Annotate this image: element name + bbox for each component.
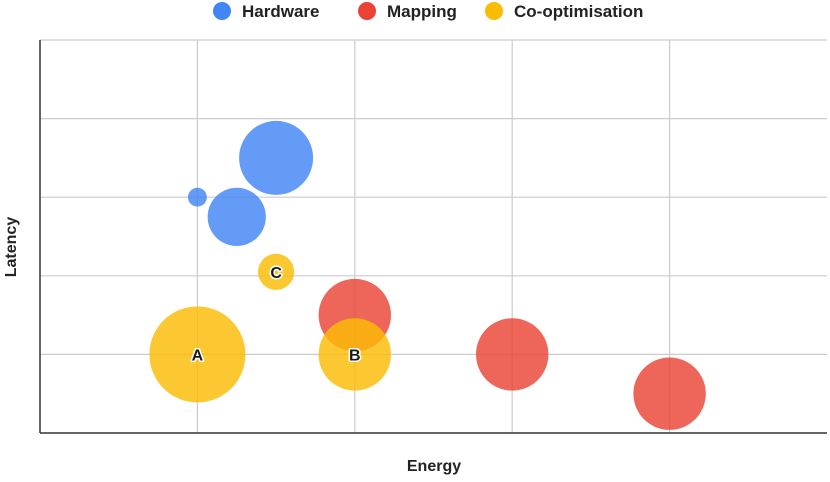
x-axis-label: Energy — [407, 458, 461, 475]
bubble-hardware — [207, 187, 266, 246]
legend-label: Co-optimisation — [514, 2, 643, 21]
axes — [39, 40, 827, 434]
bubble-mapping — [475, 318, 549, 391]
bubble-mapping — [633, 357, 706, 430]
legend-item-mapping: Mapping — [358, 2, 457, 21]
legend-marker — [485, 2, 503, 20]
legend-marker — [213, 2, 231, 20]
bubble-label-b: B — [349, 347, 361, 364]
y-axis-label: Latency — [3, 217, 20, 278]
legend-marker — [358, 2, 376, 20]
bubble-co-optimisation — [149, 306, 246, 403]
legend-label: Hardware — [242, 2, 319, 21]
bubble-label-a: A — [192, 347, 204, 364]
bubble-hardware — [187, 187, 207, 207]
bubble-hardware — [239, 120, 314, 195]
bubbles: A B C — [149, 120, 706, 430]
bubble-label-c: C — [270, 265, 282, 282]
bubble-co-optimisation — [318, 318, 392, 391]
legend-label: Mapping — [387, 2, 457, 21]
legend-item-hardware: Hardware — [213, 2, 319, 21]
legend-item-co-optimisation: Co-optimisation — [485, 2, 643, 21]
legend: Hardware Mapping Co-optimisation — [213, 2, 643, 21]
bubble-co-optimisation — [257, 253, 295, 290]
